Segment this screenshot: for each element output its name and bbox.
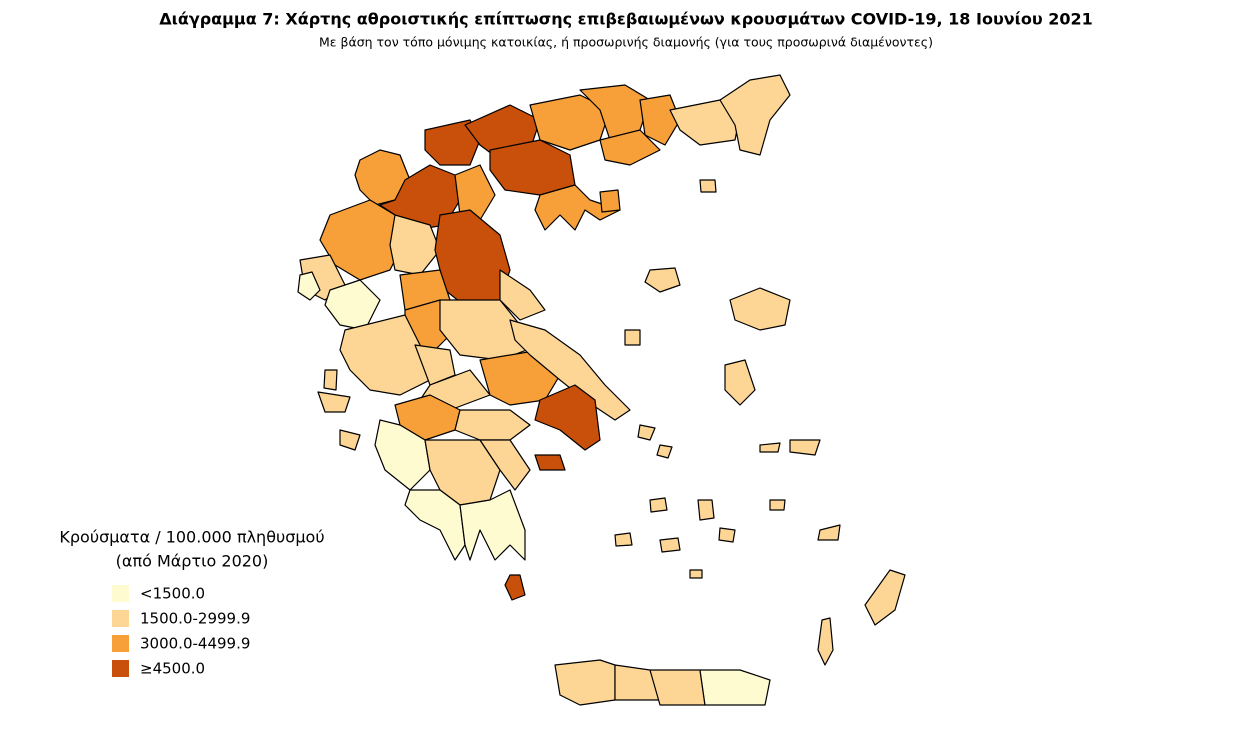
region: [759, 442, 781, 453]
legend-swatch: [112, 660, 129, 677]
region: [479, 439, 531, 491]
region: [317, 391, 351, 413]
region: [374, 419, 431, 491]
region: [509, 319, 631, 421]
subtitle: Με βάση τον τόπο μόνιμης κατοικίας, ή πρ…: [319, 35, 933, 50]
region: [644, 267, 681, 293]
region: [789, 439, 821, 456]
region: [404, 489, 466, 561]
region: [454, 409, 531, 441]
legend-swatch: [112, 635, 129, 652]
region: [729, 287, 791, 331]
legend-label: ≥4500.0: [140, 660, 205, 678]
region: [614, 532, 633, 547]
title: Διάγραμμα 7: Χάρτης αθροιστικής επίπτωση…: [159, 10, 1093, 29]
region: [649, 497, 668, 513]
legend: <1500.0 1500.0-2999.9 3000.0-4499.9 ≥4500.0: [112, 585, 250, 678]
region: [297, 271, 321, 301]
legend-swatch: [112, 610, 129, 627]
region: [439, 299, 541, 361]
region: [599, 189, 621, 213]
region: [817, 617, 834, 666]
region: [499, 269, 546, 321]
region: [323, 369, 338, 391]
region: [459, 489, 526, 561]
region: [319, 199, 406, 281]
region: [769, 499, 786, 511]
region: [817, 524, 841, 541]
region: [534, 384, 601, 451]
region: [339, 314, 431, 396]
region: [599, 129, 661, 166]
region: [624, 329, 641, 346]
region: [699, 669, 771, 706]
legend-title: Κρούσματα / 100.000 πληθυσμού: [59, 528, 324, 547]
region: [699, 179, 717, 193]
legend-title: (από Μάρτιο 2020): [116, 552, 269, 571]
region: [534, 184, 621, 231]
region: [339, 429, 361, 451]
region: [637, 424, 656, 441]
map: [297, 74, 906, 706]
region: [689, 569, 703, 579]
region: [718, 527, 736, 543]
region: [864, 569, 906, 626]
legend-label: <1500.0: [140, 585, 205, 603]
legend-label: 1500.0-2999.9: [140, 610, 250, 628]
region: [424, 119, 481, 166]
region: [724, 359, 756, 406]
region: [719, 74, 791, 156]
region: [639, 94, 681, 146]
region: [656, 444, 673, 459]
region: [649, 669, 706, 706]
region: [454, 164, 496, 221]
region: [697, 499, 715, 521]
legend-label: 3000.0-4499.9: [140, 635, 250, 653]
legend-swatch: [112, 585, 129, 602]
region: [534, 454, 566, 471]
region: [504, 574, 526, 601]
region: [489, 139, 576, 196]
region: [659, 537, 681, 553]
region: [554, 659, 616, 706]
